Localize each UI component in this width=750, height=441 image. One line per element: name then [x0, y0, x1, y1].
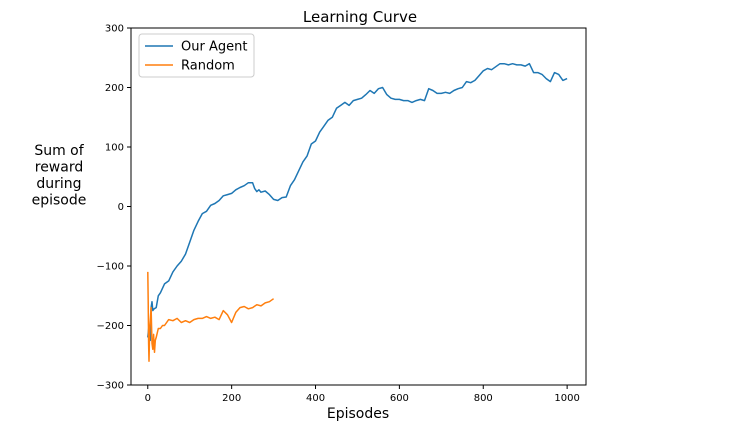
y-axis: −300 −200 −100 0 100 200 300: [97, 24, 131, 392]
legend: Our Agent Random: [138, 33, 255, 78]
x-tick-label: 400: [306, 393, 325, 404]
chart-title: Learning Curve: [303, 8, 417, 26]
y-tick-label: 300: [105, 24, 124, 35]
x-tick-label: 0: [145, 393, 151, 404]
legend-label: Random: [181, 59, 235, 74]
legend-label: Our Agent: [181, 40, 247, 55]
series-line-random: [147, 271, 275, 362]
y-tick-label: 0: [118, 202, 124, 213]
x-tick-label: 200: [222, 393, 241, 404]
y-tick-label: −100: [97, 262, 124, 273]
y-tick-label: −200: [97, 321, 124, 332]
x-tick-label: 1000: [554, 393, 579, 404]
y-axis-label-line: episode: [32, 193, 87, 209]
x-tick-label: 600: [390, 393, 409, 404]
legend-frame: [138, 33, 255, 78]
x-axis-label: Episodes: [327, 406, 389, 422]
y-axis-label-line: reward: [35, 160, 84, 176]
x-axis: 0 200 400 600 800 1000: [145, 385, 580, 404]
y-tick-label: 200: [105, 83, 124, 94]
y-tick-label: 100: [105, 143, 124, 154]
x-tick-label: 800: [474, 393, 493, 404]
y-axis-label-line: during: [36, 176, 81, 192]
y-tick-label: −300: [97, 381, 124, 392]
series-line-our-agent: [147, 62, 568, 342]
y-axis-label-line: Sum of: [34, 143, 84, 159]
plot-frame: [130, 27, 587, 386]
